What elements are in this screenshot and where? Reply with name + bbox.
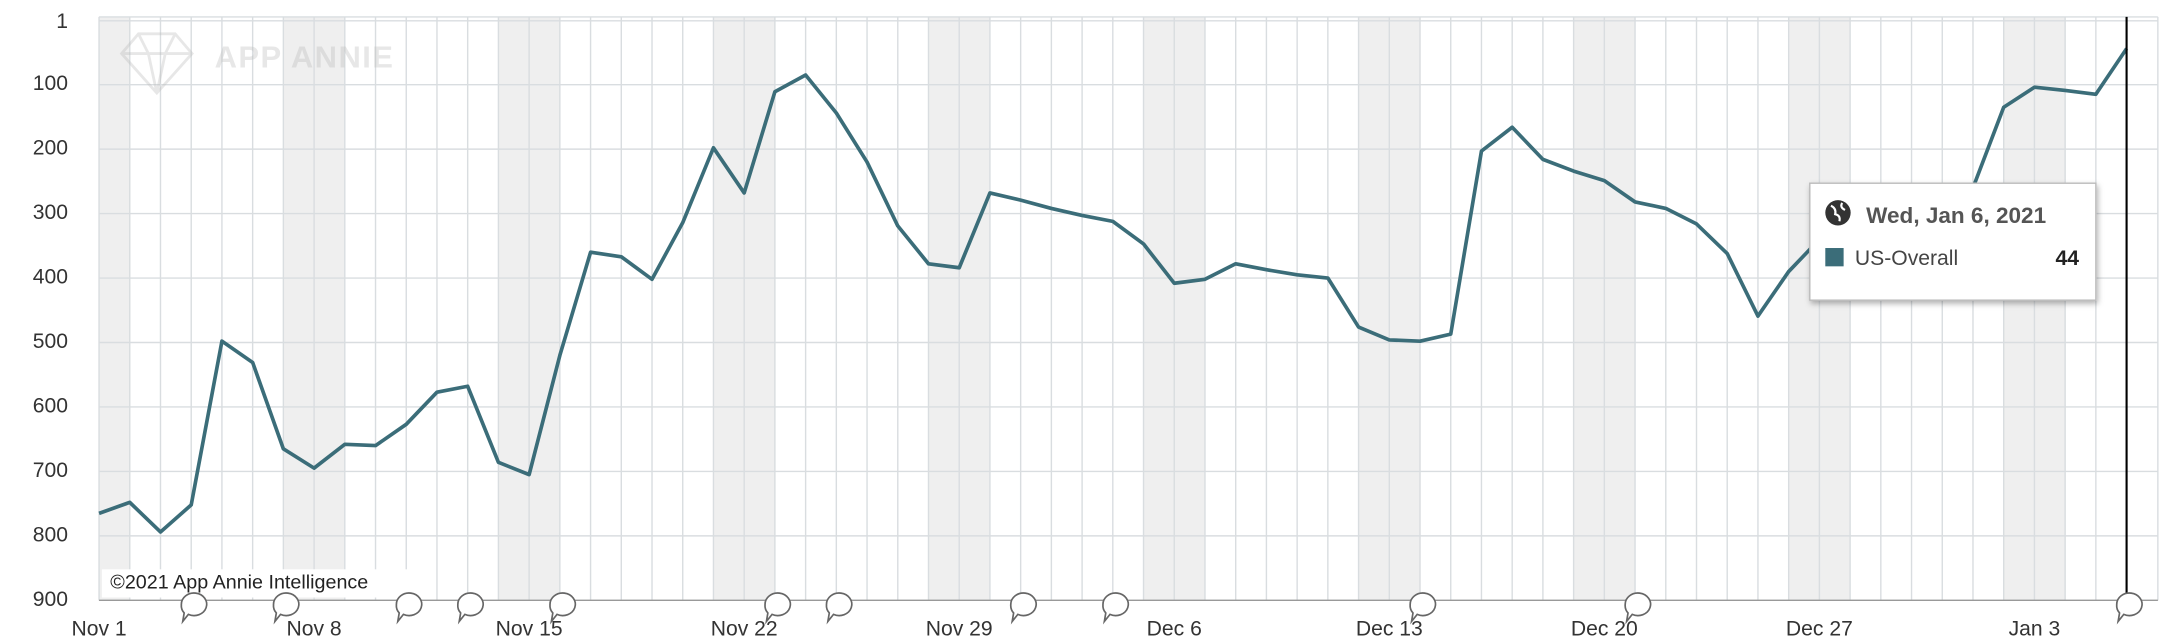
- event-icon: [1009, 592, 1037, 625]
- x-tick-label: Jan 3: [2009, 617, 2061, 640]
- y-tick-label: 600: [33, 395, 68, 418]
- event-icon: [272, 592, 300, 625]
- y-tick-label: 300: [33, 201, 68, 224]
- copyright-bg: [101, 569, 415, 598]
- event-icon: [180, 592, 208, 625]
- event-icon: [395, 592, 423, 625]
- y-tick-label: 800: [33, 523, 68, 546]
- event-icon: [2115, 592, 2143, 625]
- event-icon: [549, 592, 577, 625]
- y-tick-label: 500: [33, 330, 68, 353]
- event-icons: [180, 592, 2143, 625]
- x-tick-label: Dec 20: [1571, 617, 1638, 640]
- tooltip-box: [1809, 182, 2097, 301]
- x-tick-label: Nov 1: [71, 617, 126, 640]
- y-tick-label: 400: [33, 266, 68, 289]
- event-icon: [764, 592, 792, 625]
- y-tick-label: 100: [33, 72, 68, 95]
- y-tick-label: 1: [56, 10, 68, 33]
- tooltip-series: US-Overall: [1855, 247, 1958, 270]
- copyright: ©2021 App Annie Intelligence: [110, 572, 368, 594]
- tooltip-title: Wed, Jan 6, 2021: [1866, 203, 2046, 228]
- tooltip: Wed, Jan 6, 2021 US-Overall 44: [1809, 182, 2097, 301]
- tooltip-swatch: [1825, 248, 1844, 267]
- grid: [98, 16, 2159, 602]
- y-tick-label: 700: [33, 459, 68, 482]
- event-icon: [1624, 592, 1652, 625]
- tooltip-value: 44: [2055, 247, 2079, 270]
- series: [98, 16, 2129, 601]
- x-tick-label: Dec 13: [1356, 617, 1423, 640]
- x-tick-label: Nov 22: [711, 617, 778, 640]
- line: [98, 47, 2129, 534]
- globe-icon: [1825, 200, 1851, 226]
- event-icon: [456, 592, 485, 625]
- x-tick-label: Dec 27: [1786, 617, 1853, 640]
- y-tick-label: 200: [33, 137, 68, 160]
- x-tick-label: Nov 15: [496, 617, 563, 640]
- event-icon: [1409, 592, 1437, 625]
- y-tick-label: 900: [33, 588, 68, 611]
- watermark-text: APP ANNIE: [215, 39, 395, 74]
- watermark: APP ANNIE: [119, 32, 395, 96]
- event-icon: [825, 592, 853, 625]
- event-icon: [1102, 592, 1130, 625]
- x-tick-label: Dec 6: [1147, 617, 1202, 640]
- x-tick-label: Nov 29: [926, 617, 993, 640]
- x-tick-label: Nov 8: [286, 617, 341, 640]
